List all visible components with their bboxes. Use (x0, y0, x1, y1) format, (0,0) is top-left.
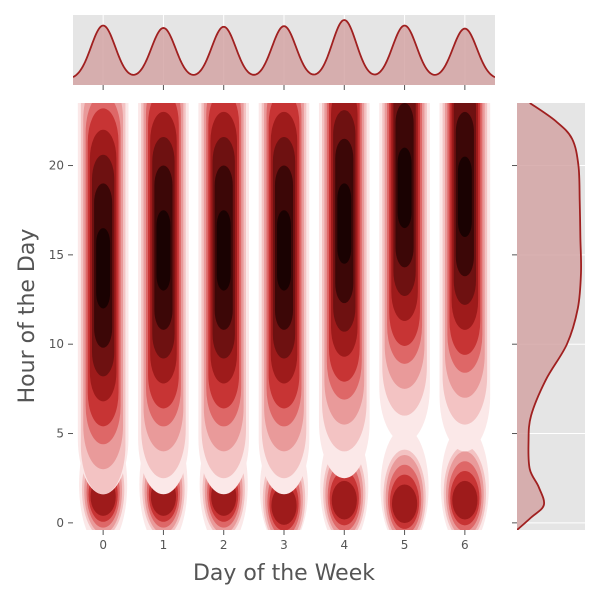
y-marginal-density-line (517, 103, 583, 530)
x-tick-label: 2 (220, 538, 228, 552)
contour-day-band (96, 228, 111, 309)
x-marginal-density-line (73, 19, 495, 79)
y-tick-label: 15 (49, 248, 64, 262)
x-marginal-ticks (102, 85, 466, 90)
joint-panel: 0 1 2 3 4 5 6 0 5 10 15 20 (49, 103, 495, 552)
contour-day-band (156, 210, 171, 291)
x-tick-label: 3 (280, 538, 288, 552)
contour-night-band (271, 486, 297, 525)
kde-contours (77, 103, 491, 530)
y-marginal-panel (512, 103, 585, 530)
y-marginal-ticks (512, 165, 517, 524)
y-marginal-density-fill (517, 103, 582, 530)
contour-night-band (331, 480, 357, 520)
contour-day-band (457, 156, 472, 237)
x-tick-label: 0 (99, 538, 107, 552)
y-tick-label: 10 (49, 337, 64, 351)
contour-night-band (452, 480, 478, 520)
x-marginal-density-fill (73, 20, 495, 85)
x-tick-label: 6 (461, 538, 469, 552)
y-tick-label: 0 (56, 516, 64, 530)
y-tick-label: 20 (49, 159, 64, 173)
x-axis-label: Day of the Week (193, 561, 375, 586)
x-axis-ticks: 0 1 2 3 4 5 6 (99, 530, 469, 552)
y-axis-label: Hour of the Day (15, 229, 40, 404)
x-tick-label: 5 (401, 538, 409, 552)
contour-day-band (216, 210, 231, 291)
y-axis-ticks: 0 5 10 15 20 (49, 159, 73, 530)
y-tick-label: 5 (56, 427, 64, 441)
contour-day-band (277, 210, 291, 291)
contour-night-band (391, 484, 418, 524)
contour-day-band (397, 147, 412, 229)
x-tick-label: 4 (340, 538, 348, 552)
contour-day-band (337, 183, 352, 264)
x-marginal-panel (73, 15, 495, 90)
x-tick-label: 1 (160, 538, 168, 552)
